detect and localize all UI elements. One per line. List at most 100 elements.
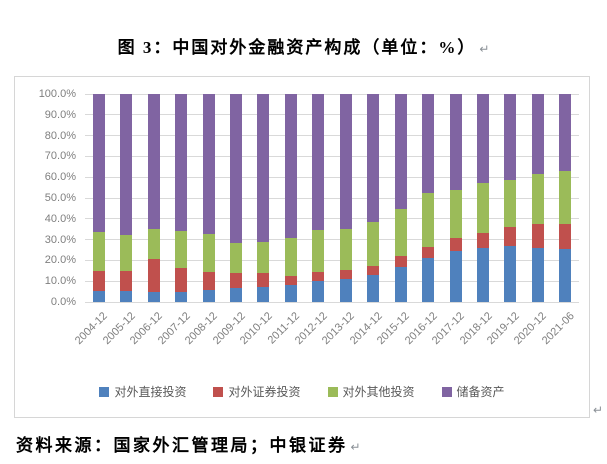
bar-segment <box>449 251 462 302</box>
bar-segment <box>367 274 380 302</box>
legend-item: 对外其他投资 <box>327 383 415 400</box>
bar-segment <box>229 272 242 289</box>
bar-segment <box>92 94 105 233</box>
bar-segment <box>449 94 462 190</box>
legend-swatch-icon <box>99 386 110 397</box>
bar-segment <box>147 229 160 260</box>
bar-segment <box>559 224 572 249</box>
bar-segment <box>504 180 517 228</box>
gridline <box>85 135 579 137</box>
gridline <box>85 114 579 116</box>
bar-segment <box>531 94 544 175</box>
legend-swatch-icon <box>213 386 224 397</box>
bar-segment <box>312 94 325 231</box>
bar-segment <box>175 231 188 268</box>
chart-legend: 对外直接投资 对外证券投资 对外其他投资 储备资产 <box>15 383 589 400</box>
bar-segment <box>449 189 462 238</box>
legend-item: 对外证券投资 <box>213 383 301 400</box>
bar-segment <box>422 94 435 193</box>
bar-segment <box>422 192 435 247</box>
legend-swatch-icon <box>441 386 452 397</box>
gridline <box>85 218 579 220</box>
y-axis-label: 0.0% <box>50 296 76 308</box>
bar-segment <box>531 247 544 302</box>
bar-segment <box>504 94 517 181</box>
y-axis-label: 100.0% <box>38 88 76 100</box>
bar-segment <box>92 290 105 302</box>
y-axis-label: 10.0% <box>44 275 76 288</box>
bar-segment <box>202 289 215 302</box>
legend-label: 对外证券投资 <box>228 385 301 399</box>
bar-segment <box>531 224 544 248</box>
bar-segment <box>312 271 325 282</box>
legend-label: 对外其他投资 <box>342 385 415 399</box>
bar-segment <box>284 276 297 286</box>
chart-frame: 对外直接投资 对外证券投资 对外其他投资 储备资产 0.0% 10.0% 20.0% 30.… <box>14 76 590 418</box>
bar-segment <box>120 290 133 302</box>
gridline <box>85 155 579 157</box>
bar-segment <box>504 245 517 302</box>
bar-segment <box>202 271 215 290</box>
gridline <box>85 176 579 178</box>
bar-segment <box>559 248 572 302</box>
gridline <box>85 197 579 199</box>
y-axis-label: 90.0% <box>44 108 76 121</box>
bar-segment <box>394 256 407 267</box>
bar-segment <box>339 269 352 280</box>
bar-segment <box>476 247 489 302</box>
bar-segment <box>147 291 160 302</box>
bar-segment <box>229 288 242 302</box>
bar-segment <box>367 265 380 275</box>
bar-segment <box>531 174 544 224</box>
bar-segment <box>284 285 297 302</box>
bar-segment <box>559 170 572 224</box>
y-axis-label: 70.0% <box>44 150 76 163</box>
bar-segment <box>422 246 435 259</box>
bar-segment <box>120 270 133 291</box>
bar-segment <box>504 227 517 246</box>
bar-segment <box>367 221 380 266</box>
bar-segment <box>284 94 297 238</box>
chart-title-text: 图 3：中国对外金融资产构成（单位：%） <box>117 38 477 57</box>
bar-segment <box>92 270 105 291</box>
gridline <box>85 301 579 303</box>
y-axis-label: 60.0% <box>44 171 76 184</box>
bar-segment <box>257 241 270 273</box>
bar-segment <box>339 279 352 302</box>
bar-segment <box>257 272 270 288</box>
bar-segment <box>257 94 270 242</box>
gridline <box>85 280 579 282</box>
bar-segment <box>339 94 352 230</box>
y-axis-label: 40.0% <box>44 212 76 225</box>
bar-segment <box>202 94 215 235</box>
bar-segment <box>476 94 489 184</box>
paragraph-mark-icon: ↵ <box>479 42 490 56</box>
gridline <box>85 259 579 261</box>
bar-segment <box>422 258 435 302</box>
paragraph-mark-icon: ↵ <box>593 403 604 417</box>
bar-segment <box>147 94 160 230</box>
bar-segment <box>394 94 407 210</box>
bar-segment <box>229 242 242 273</box>
legend-item: 对外直接投资 <box>99 383 186 400</box>
legend-label: 储备资产 <box>456 385 505 399</box>
bar-segment <box>147 259 160 292</box>
bar-segment <box>120 94 133 236</box>
bar-segment <box>312 281 325 302</box>
gridline <box>85 93 579 95</box>
bar-segment <box>202 234 215 272</box>
legend-label: 对外直接投资 <box>114 385 187 399</box>
bar-segment <box>175 267 188 292</box>
bar-segment <box>175 291 188 302</box>
page-title: 图 3：中国对外金融资产构成（单位：%） ↵ <box>0 33 607 58</box>
bar-segment <box>312 230 325 272</box>
bar-segment <box>476 183 489 234</box>
source-note: 资料来源：国家外汇管理局；中银证券 ↵ <box>16 431 361 456</box>
bar-segment <box>92 232 105 271</box>
legend-item: 储备资产 <box>441 383 505 400</box>
bar-segment <box>449 237 462 252</box>
y-axis-label: 80.0% <box>44 129 76 142</box>
bar-segment <box>559 94 572 171</box>
bar-segment <box>339 229 352 270</box>
